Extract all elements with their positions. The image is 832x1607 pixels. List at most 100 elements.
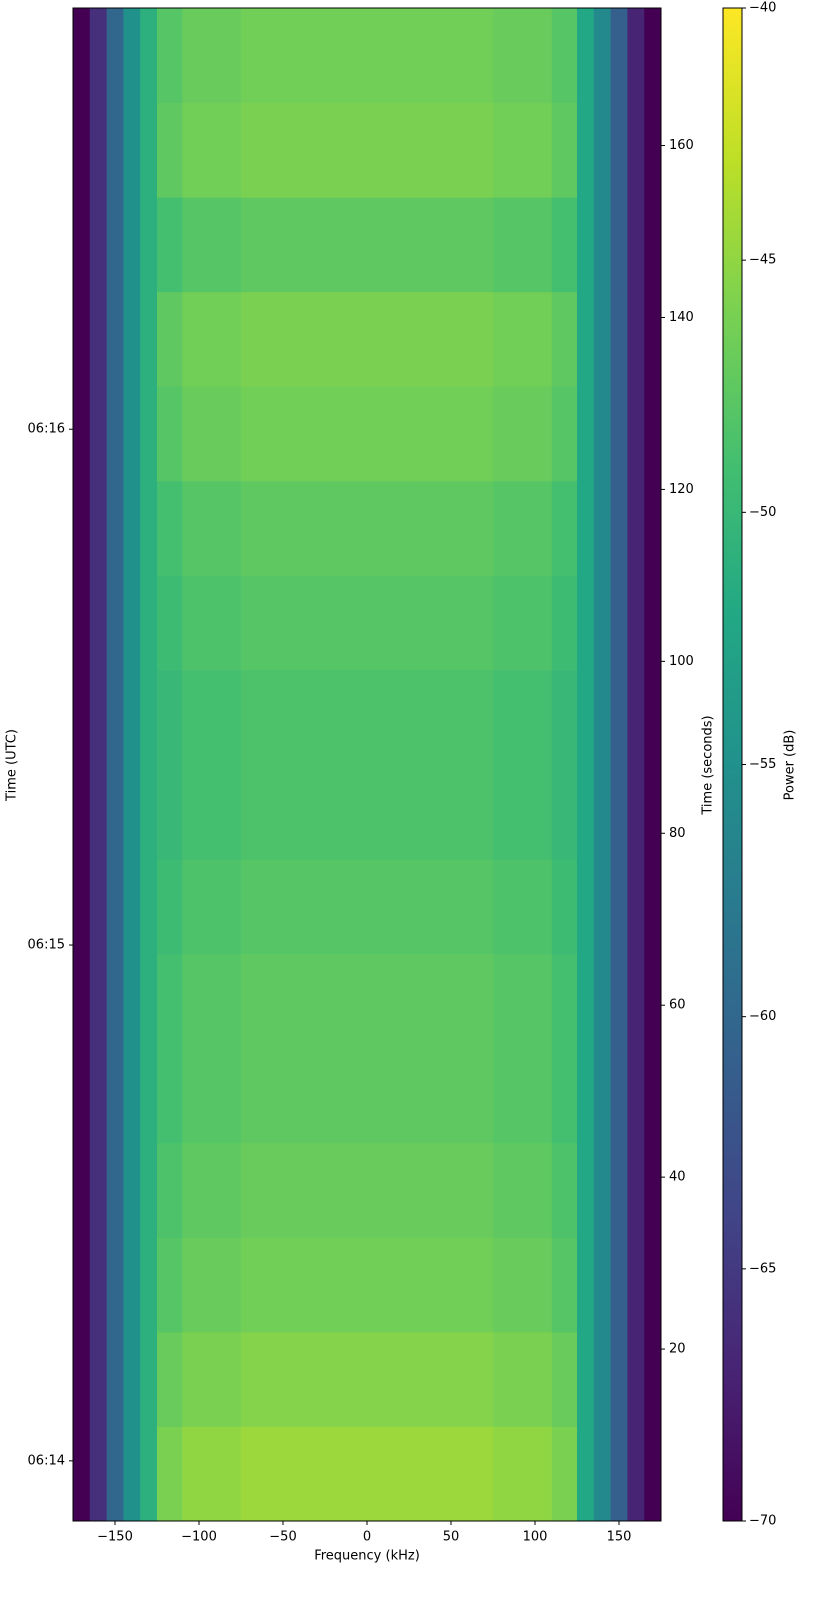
y2-tick-label: 80	[669, 826, 686, 841]
heatmap-cell	[106, 764, 124, 860]
heatmap-cell	[123, 197, 141, 293]
heatmap-cell	[577, 197, 595, 293]
heatmap-cell	[73, 669, 91, 765]
heatmap-cell	[493, 859, 553, 955]
heatmap-cell	[610, 1142, 628, 1238]
heatmap-cell	[157, 859, 183, 955]
heatmap-cell	[157, 8, 183, 104]
heatmap-cell	[577, 859, 595, 955]
heatmap-cell	[325, 291, 410, 387]
heatmap-cell	[140, 575, 158, 671]
heatmap-cell	[593, 291, 612, 387]
heatmap-cell	[241, 1142, 326, 1238]
heatmap-cell	[577, 1331, 595, 1427]
heatmap-cell	[123, 8, 141, 104]
heatmap-cell	[409, 1331, 494, 1427]
heatmap-cell	[551, 953, 578, 1049]
y2-tick-label: 20	[669, 1342, 686, 1357]
heatmap-cell	[593, 1237, 612, 1333]
heatmap-cell	[493, 669, 553, 765]
heatmap-cell	[493, 764, 553, 860]
heatmap-cell	[140, 197, 158, 293]
heatmap-cell	[73, 1426, 91, 1522]
heatmap-cell	[593, 1426, 612, 1522]
heatmap-cell	[325, 386, 410, 482]
heatmap-cell	[409, 1142, 494, 1238]
heatmap-cell	[644, 1426, 662, 1522]
heatmap-cell	[182, 575, 242, 671]
heatmap-cell	[241, 575, 326, 671]
heatmap-cell	[140, 102, 158, 198]
heatmap-cell	[610, 1426, 628, 1522]
heatmap-cell	[577, 669, 595, 765]
heatmap-cell	[325, 859, 410, 955]
heatmap-cell	[140, 669, 158, 765]
heatmap-cell	[409, 8, 494, 104]
x-tick-label: 150	[607, 1530, 632, 1545]
heatmap-cell	[551, 1331, 578, 1427]
heatmap-cell	[610, 480, 628, 576]
heatmap-cell	[325, 764, 410, 860]
y2-axis-label: Time (seconds)	[701, 715, 716, 815]
colorbar	[722, 7, 743, 1522]
heatmap-cell	[577, 480, 595, 576]
heatmap-cell	[123, 1331, 141, 1427]
colorbar-tick-label: −50	[749, 505, 776, 520]
heatmap-cell	[241, 859, 326, 955]
heatmap-cell	[627, 1048, 645, 1144]
heatmap-cell	[610, 575, 628, 671]
heatmap-cell	[73, 197, 91, 293]
heatmap-cell	[106, 575, 124, 671]
heatmap-cell	[577, 386, 595, 482]
heatmap-cell	[182, 1331, 242, 1427]
heatmap-cell	[157, 102, 183, 198]
heatmap-cell	[551, 1142, 578, 1238]
heatmap-cell	[325, 1331, 410, 1427]
heatmap-cell	[409, 480, 494, 576]
heatmap-cell	[106, 953, 124, 1049]
heatmap-cell	[644, 669, 662, 765]
heatmap-cell	[577, 102, 595, 198]
heatmap-cell	[577, 8, 595, 104]
heatmap-cell	[89, 1426, 108, 1522]
heatmap-cell	[182, 859, 242, 955]
heatmap-cell	[106, 480, 124, 576]
x-tick-label: −50	[269, 1530, 296, 1545]
heatmap-cell	[89, 480, 108, 576]
heatmap-cell	[241, 480, 326, 576]
heatmap-cell	[644, 1237, 662, 1333]
heatmap-cell	[493, 575, 553, 671]
heatmap-cell	[409, 669, 494, 765]
heatmap-cell	[644, 197, 662, 293]
heatmap-cell	[627, 386, 645, 482]
heatmap-cell	[123, 1237, 141, 1333]
heatmap-cell	[627, 8, 645, 104]
heatmap-cell	[106, 197, 124, 293]
heatmap-cell	[241, 1331, 326, 1427]
heatmap-cell	[241, 953, 326, 1049]
heatmap-cell	[409, 1426, 494, 1522]
heatmap-cell	[182, 480, 242, 576]
heatmap-cell	[89, 1048, 108, 1144]
heatmap-cell	[610, 386, 628, 482]
heatmap-cell	[123, 1426, 141, 1522]
heatmap-cell	[157, 953, 183, 1049]
heatmap-cell	[551, 480, 578, 576]
heatmap-cell	[551, 764, 578, 860]
y-axis-label: Time (UTC)	[5, 729, 20, 802]
heatmap-cell	[123, 1048, 141, 1144]
heatmap-cell	[644, 859, 662, 955]
x-tick-label: −100	[181, 1530, 217, 1545]
heatmap-cell	[140, 386, 158, 482]
heatmap-cell	[493, 8, 553, 104]
y-tick-label: 06:16	[28, 422, 65, 437]
heatmap-cell	[325, 197, 410, 293]
heatmap-cell	[627, 102, 645, 198]
heatmap-cell	[627, 1426, 645, 1522]
heatmap-cell	[551, 1237, 578, 1333]
heatmap-cell	[627, 480, 645, 576]
heatmap-cell	[73, 1142, 91, 1238]
heatmap-cell	[123, 291, 141, 387]
heatmap-cell	[157, 1237, 183, 1333]
heatmap-cell	[593, 953, 612, 1049]
